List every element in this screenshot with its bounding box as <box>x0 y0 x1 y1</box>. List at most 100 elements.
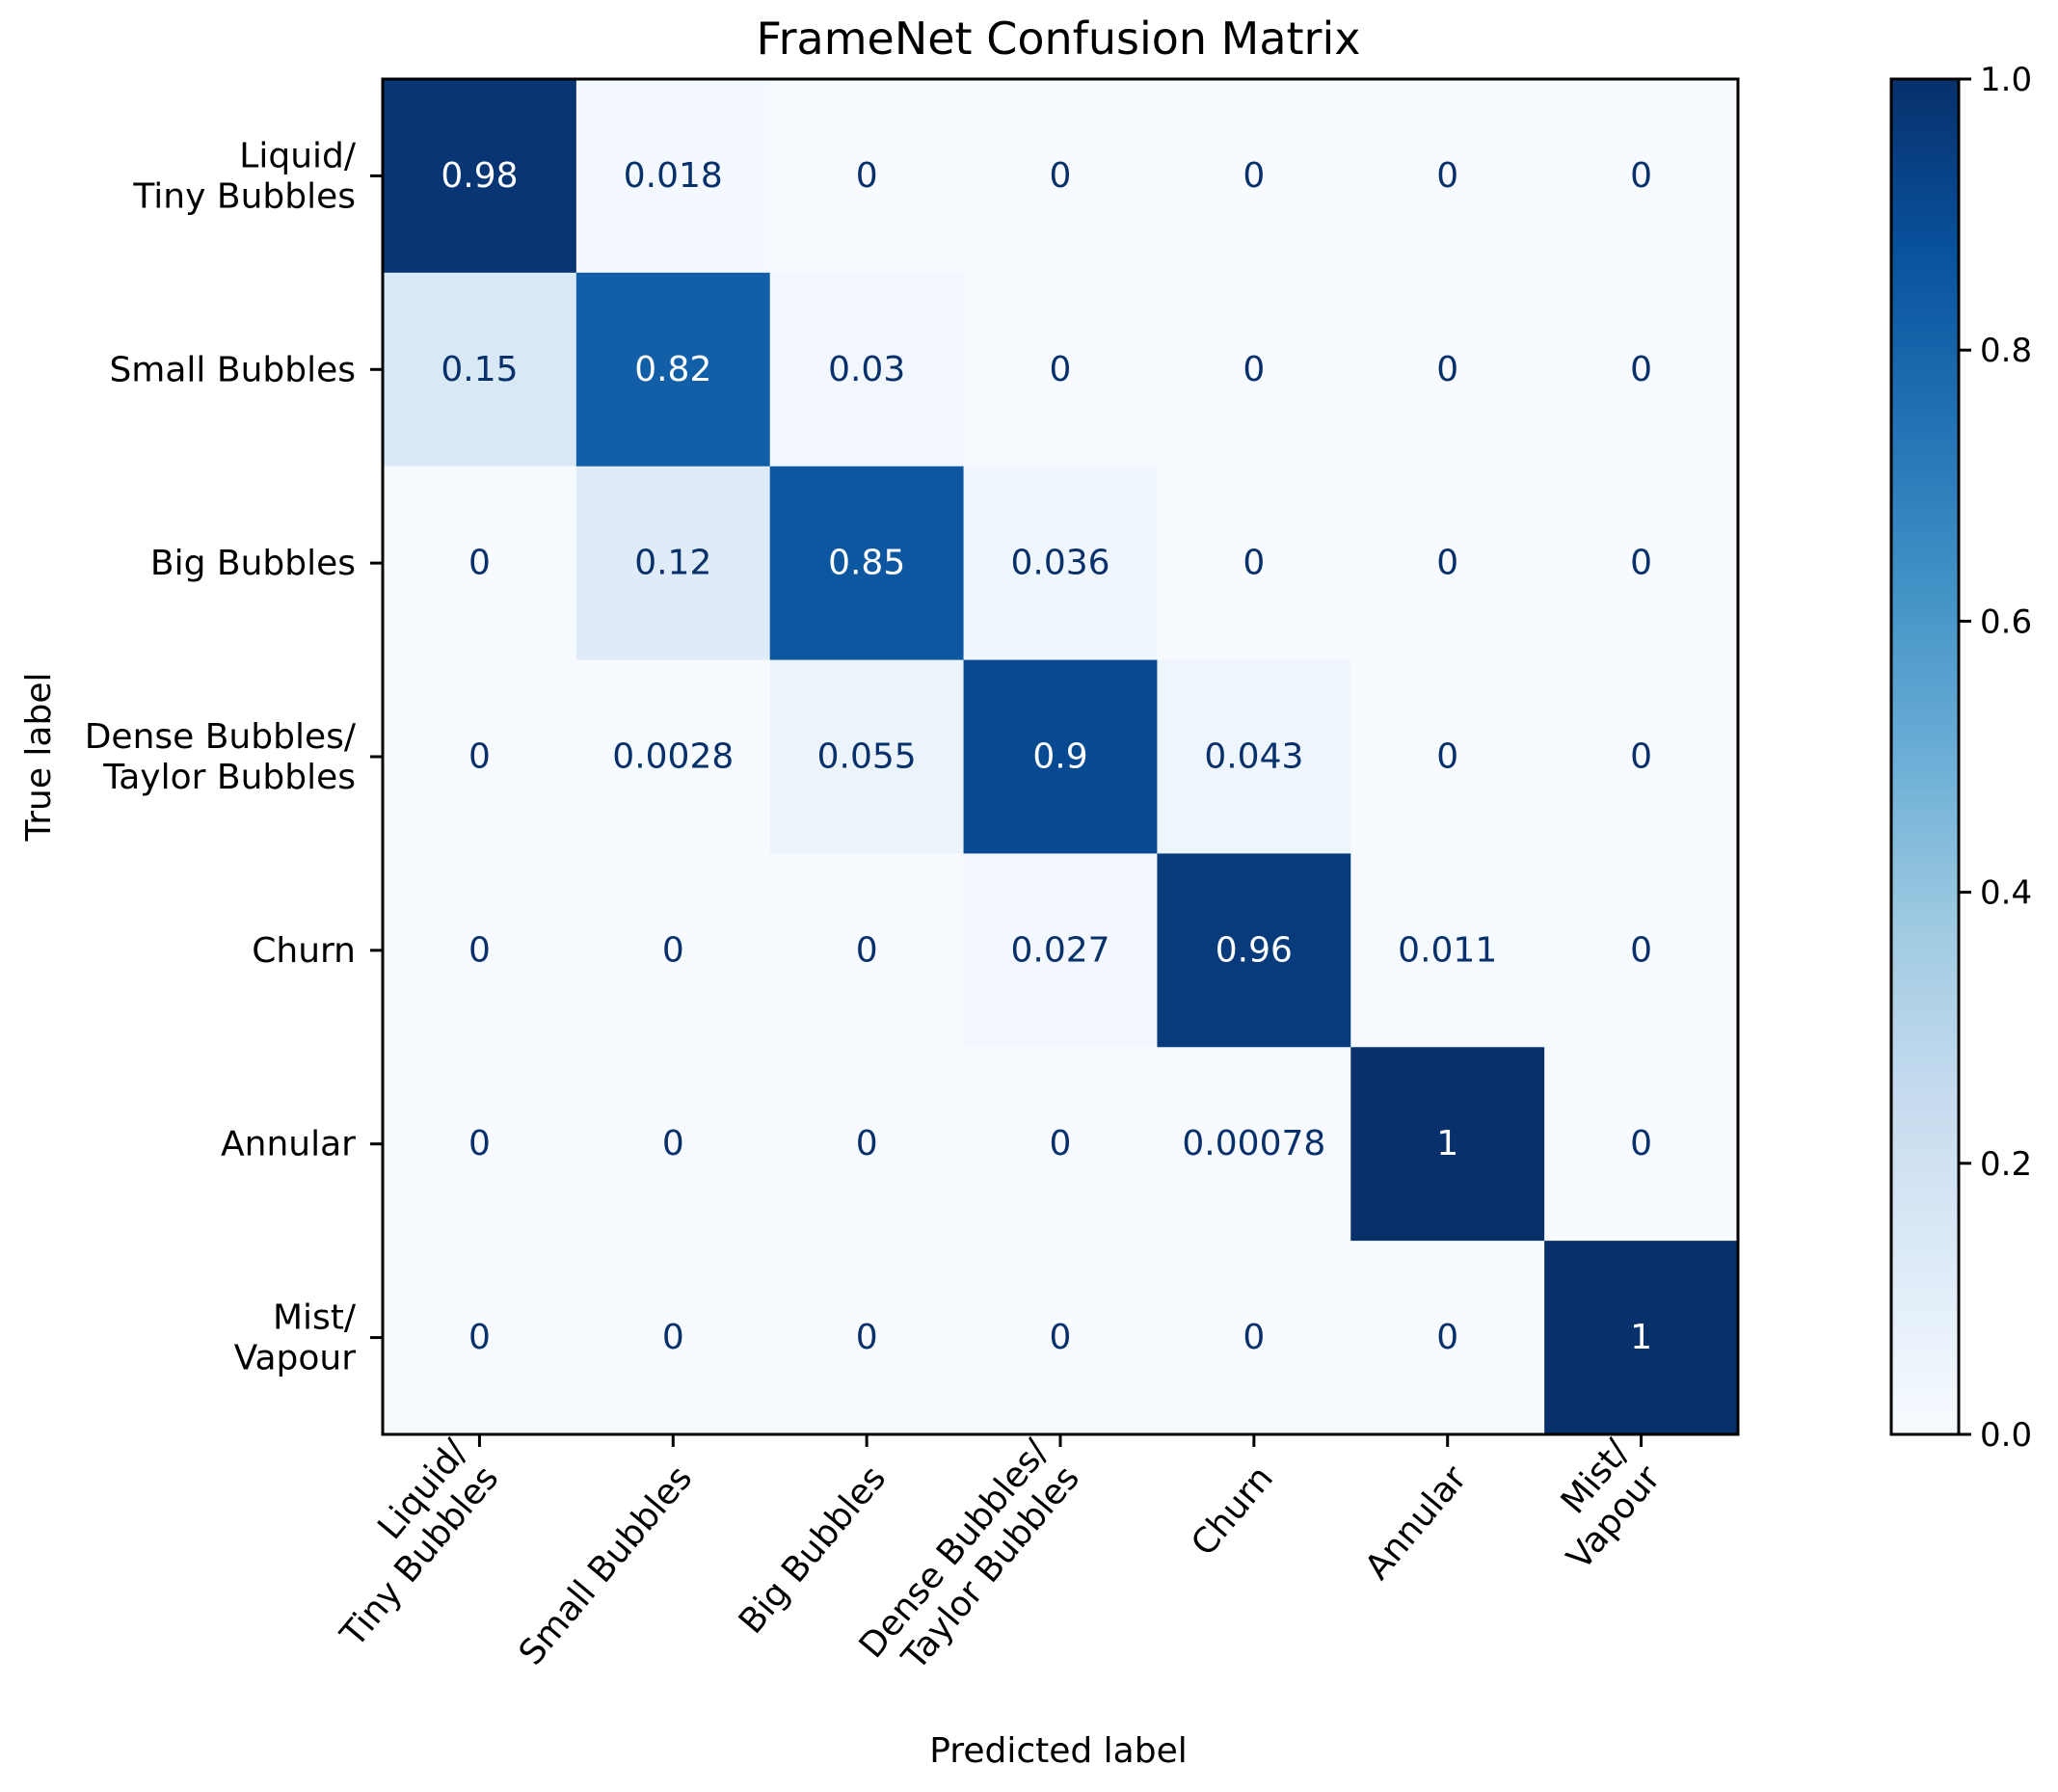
heatmap-cell <box>1350 1047 1545 1242</box>
x-tick-label: Dense Bubbles/Taylor Bubbles <box>852 1431 1088 1691</box>
x-tick-label: Small Bubbles <box>512 1458 701 1672</box>
cell-value-label: 0.15 <box>441 350 518 389</box>
colorbar-tick-label: 0.8 <box>1980 332 2032 370</box>
y-tick-label: Big Bubbles <box>150 544 356 583</box>
cell-value-label: 0 <box>1630 350 1652 389</box>
y-tick-label: Churn <box>252 931 356 971</box>
heatmap-cell <box>963 1047 1158 1242</box>
cell-value-label: 0 <box>856 1318 878 1357</box>
heatmap-cell <box>769 1047 965 1242</box>
cell-value-label: 0.82 <box>634 350 711 389</box>
cell-value-label: 0 <box>1050 1318 1072 1357</box>
cell-value-label: 0 <box>856 156 878 196</box>
cell-value-label: 0.98 <box>441 156 518 196</box>
heatmap-cell <box>769 1241 965 1435</box>
heatmap-cell <box>575 79 771 274</box>
heatmap-cell <box>383 1047 577 1242</box>
heatmap-cell <box>963 466 1158 661</box>
heatmap-cell <box>769 659 965 854</box>
cell-value-label: 0 <box>1630 156 1652 196</box>
cell-value-label: 0 <box>1050 1124 1072 1163</box>
cell-value-label: 0 <box>662 1124 684 1163</box>
cell-value-label: 0 <box>468 737 491 777</box>
heatmap-cell <box>1350 79 1545 274</box>
cell-value-label: 0 <box>1630 737 1652 777</box>
heatmap-cell <box>575 853 771 1048</box>
colorbar-ticks: 0.0 0.2 0.4 0.6 0.8 1.0 <box>1959 61 2032 1455</box>
cell-value-label: 0.055 <box>817 737 917 777</box>
y-tick-label: Small Bubbles <box>109 350 356 389</box>
y-axis-ticks: Liquid/Tiny Bubbles Small Bubbles Big Bubb… <box>85 136 383 1378</box>
heatmap-cell <box>575 466 771 661</box>
cell-value-label: 0 <box>468 544 491 583</box>
colorbar <box>1889 77 1961 1436</box>
x-tick-label: Liquid/Tiny Bubbles <box>302 1431 507 1654</box>
x-axis-label: Predicted label <box>929 1731 1188 1771</box>
cell-value-label: 0.00078 <box>1182 1124 1325 1163</box>
heatmap-cell <box>963 1241 1158 1435</box>
heatmap-cell <box>1544 1241 1739 1435</box>
heatmap-cell <box>575 1241 771 1435</box>
heatmap-cell <box>1157 1047 1351 1242</box>
heatmap-cell <box>1350 659 1545 854</box>
cell-value-label: 0 <box>1050 156 1072 196</box>
heatmap-cell <box>1544 853 1739 1048</box>
y-axis-label: True label <box>19 673 59 843</box>
cell-value-label: 0.018 <box>624 156 723 196</box>
cell-value-label: 0 <box>1050 350 1072 389</box>
cell-value-label: 0 <box>1436 350 1458 389</box>
heatmap-cell <box>383 79 577 274</box>
heatmap-cell <box>1544 659 1739 854</box>
cell-value-label: 0.12 <box>634 544 711 583</box>
cell-value-label: 0 <box>1630 1124 1652 1163</box>
heatmap-cell <box>575 659 771 854</box>
heatmap-cell <box>383 659 577 854</box>
colorbar-tick-label: 0.4 <box>1980 874 2032 913</box>
colorbar-tick-label: 0.2 <box>1980 1145 2032 1184</box>
cell-value-label: 0.011 <box>1398 930 1497 970</box>
y-tick-label: Annular <box>221 1125 356 1164</box>
heatmap-cell <box>383 466 577 661</box>
x-axis-ticks: Liquid/Tiny Bubbles Small Bubbles Big Bubb… <box>302 1431 1669 1691</box>
x-tick-label: Big Bubbles <box>732 1458 894 1642</box>
cell-value-label: 0.027 <box>1010 930 1109 970</box>
heatmap-cell <box>1350 853 1545 1048</box>
heatmap-cell <box>1350 1241 1545 1435</box>
cell-value-label: 0 <box>1243 1318 1265 1357</box>
y-tick-label: Mist/Vapour <box>234 1298 357 1378</box>
heatmap-cell <box>1157 853 1351 1048</box>
heatmap-cell <box>1157 79 1351 274</box>
heatmap-cell <box>575 272 771 468</box>
cell-value-label: 0 <box>856 1124 878 1163</box>
cell-value-label: 0 <box>662 930 684 970</box>
heatmap-cell <box>1157 1241 1351 1435</box>
cell-value-labels: 0.98 0.018 0 0 0 0 0 0.15 0.82 0.03 0 0 0 0 0 0.12 0.85 0… <box>441 156 1652 1357</box>
heatmap-cell <box>1544 272 1739 468</box>
heatmap-cell <box>769 853 965 1048</box>
cell-value-label: 0 <box>1243 350 1265 389</box>
cell-value-label: 0 <box>1630 930 1652 970</box>
heatmap-cell <box>963 659 1158 854</box>
heatmap-cell <box>1544 1047 1739 1242</box>
heatmap-cell <box>963 272 1158 468</box>
heatmap-cell <box>1350 272 1545 468</box>
cell-value-label: 1 <box>1630 1318 1652 1357</box>
heatmap-cell <box>1544 79 1739 274</box>
cell-value-label: 0 <box>1436 544 1458 583</box>
chart-title: FrameNet Confusion Matrix <box>757 13 1361 65</box>
heatmap-cell <box>1544 466 1739 661</box>
cell-value-label: 0 <box>1630 544 1652 583</box>
heatmap-cell <box>383 272 577 468</box>
y-tick-label: Dense Bubbles/Taylor Bubbles <box>85 717 357 797</box>
heatmap-cell <box>963 853 1158 1048</box>
cell-value-label: 1 <box>1436 1124 1458 1163</box>
cell-value-label: 0 <box>1436 1318 1458 1357</box>
heatmap-cell <box>963 79 1158 274</box>
cell-value-label: 0 <box>856 930 878 970</box>
heatmap-cell <box>1350 466 1545 661</box>
cell-value-label: 0.0028 <box>612 737 734 777</box>
cell-value-label: 0 <box>1436 737 1458 777</box>
heatmap-cell <box>769 272 965 468</box>
cell-value-label: 0 <box>468 1124 491 1163</box>
